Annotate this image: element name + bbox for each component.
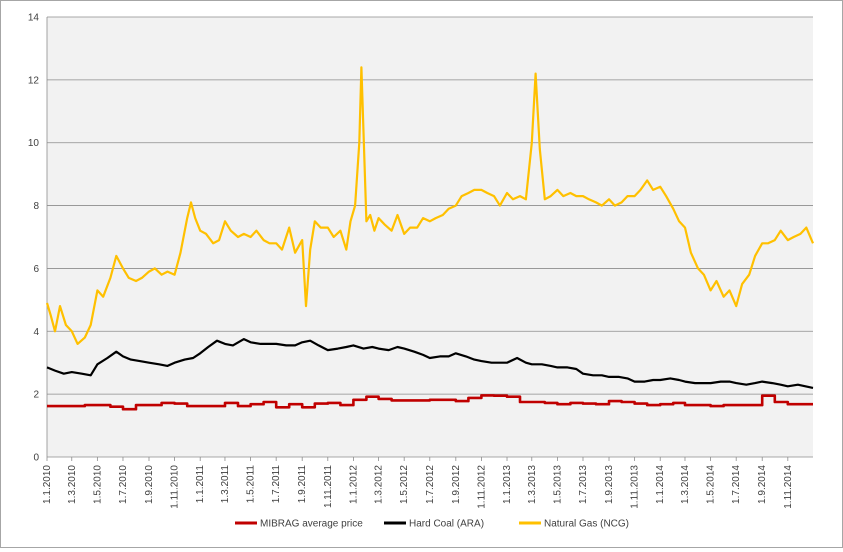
x-tick-label: 1.11.2011: [323, 465, 334, 508]
y-tick-label: 2: [33, 390, 39, 401]
series-line-natural-gas-ncg: [45, 66, 815, 345]
x-tick-label: 1.5.2012: [399, 465, 410, 504]
y-tick-label: 8: [33, 201, 39, 212]
x-tick-label: 1.5.2013: [552, 465, 563, 504]
y-tick-label: 10: [28, 138, 40, 149]
x-tick-label: 1.11.2012: [476, 465, 487, 509]
series-line-mibrag-average-price: [47, 394, 813, 411]
x-tick-label: 1.5.2014: [706, 465, 717, 504]
x-tick-label: 1.1.2012: [348, 465, 359, 504]
y-tick-label: 0: [33, 453, 39, 464]
legend-label-mibrag-average-price: MIBRAG average price: [260, 519, 363, 530]
x-tick-label: 1.7.2014: [731, 465, 742, 504]
plot-area: [47, 17, 813, 457]
series-line-hard-coal-ara: [46, 338, 814, 389]
x-tick-label: 1.1.2013: [502, 465, 513, 504]
x-tick-label: 1.3.2012: [374, 465, 385, 504]
series-lines: [45, 66, 815, 411]
x-tick-label: 1.9.2010: [144, 465, 155, 504]
x-tick-label: 1.7.2013: [578, 465, 589, 504]
y-tick-label: 4: [33, 327, 39, 338]
x-tick-label: 1.5.2010: [92, 465, 103, 504]
x-tick-label: 1.3.2013: [527, 465, 538, 504]
y-axis-tick-labels: 0 2 4 6 8 10 12 14: [28, 13, 40, 464]
x-tick-label: 1.5.2011: [246, 465, 257, 504]
x-tick-label: 1.3.2014: [680, 465, 691, 504]
x-tick-label: 1.1.2014: [655, 465, 666, 504]
x-tick-label: 1.11.2014: [783, 465, 794, 509]
x-tick-label: 1.9.2011: [297, 465, 308, 504]
x-tick-label: 1.9.2014: [757, 465, 768, 504]
x-tick-label: 1.11.2013: [630, 465, 641, 509]
x-tick-label: 1.1.2011: [195, 465, 206, 504]
legend-label-natural-gas-ncg: Natural Gas (NCG): [544, 519, 629, 530]
x-tick-label: 1.7.2012: [425, 465, 436, 504]
x-tick-label: 1.9.2013: [604, 465, 615, 504]
x-tick-label: 1.1.2010: [42, 465, 53, 504]
y-tick-label: 6: [33, 264, 39, 275]
legend: MIBRAG average price Hard Coal (ARA) Natur…: [235, 519, 629, 530]
legend-label-hard-coal-ara: Hard Coal (ARA): [409, 519, 484, 530]
x-tick-label: 1.3.2011: [220, 465, 231, 504]
gridlines: [46, 16, 813, 458]
y-tick-label: 12: [28, 75, 40, 86]
x-tick-label: 1.7.2011: [271, 465, 282, 504]
x-tick-label: 1.11.2010: [170, 465, 181, 509]
x-tick-label: 1.7.2010: [118, 465, 129, 504]
x-tick-label: 1.3.2010: [67, 465, 78, 504]
x-tick-label: 1.9.2012: [451, 465, 462, 504]
y-tick-label: 14: [28, 13, 40, 24]
x-axis-tick-labels: 1.1.2010 1.3.2010 1.5.2010 1.7.2010 1.9.2010…: [42, 457, 794, 509]
